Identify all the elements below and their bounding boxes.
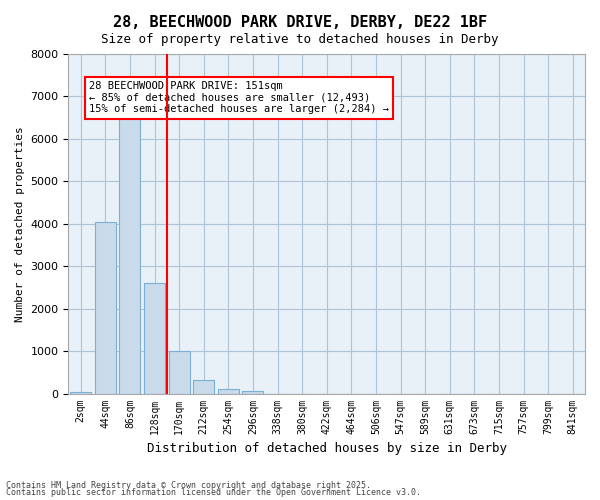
Text: 28, BEECHWOOD PARK DRIVE, DERBY, DE22 1BF: 28, BEECHWOOD PARK DRIVE, DERBY, DE22 1B… [113, 15, 487, 30]
Bar [70, 392, 91, 394]
Text: Contains HM Land Registry data © Crown copyright and database right 2025.: Contains HM Land Registry data © Crown c… [6, 480, 371, 490]
Bar [144, 283, 165, 394]
Bar [95, 222, 116, 394]
Bar [169, 351, 190, 394]
X-axis label: Distribution of detached houses by size in Derby: Distribution of detached houses by size … [147, 442, 507, 455]
Y-axis label: Number of detached properties: Number of detached properties [15, 126, 25, 322]
Bar [119, 112, 140, 394]
Text: Size of property relative to detached houses in Derby: Size of property relative to detached ho… [101, 32, 499, 46]
Text: Contains public sector information licensed under the Open Government Licence v3: Contains public sector information licen… [6, 488, 421, 497]
Bar [193, 380, 214, 394]
Bar [218, 389, 239, 394]
Text: 28 BEECHWOOD PARK DRIVE: 151sqm
← 85% of detached houses are smaller (12,493)
15: 28 BEECHWOOD PARK DRIVE: 151sqm ← 85% of… [89, 81, 389, 114]
Bar [242, 392, 263, 394]
